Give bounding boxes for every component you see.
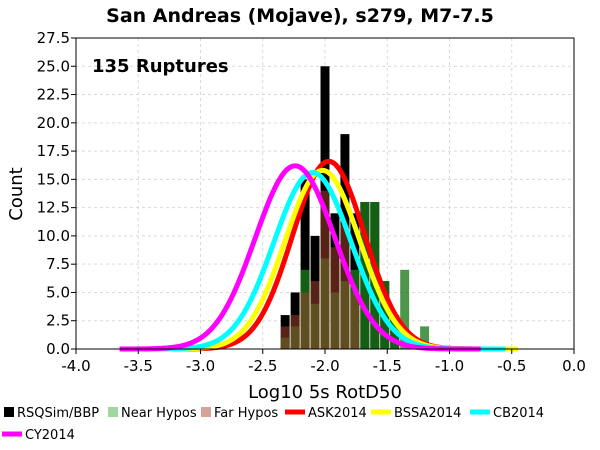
curve-cy2014 — [119, 163, 481, 352]
y-tick-label: 27.5 — [37, 29, 70, 47]
x-tick-label: -2.0 — [310, 357, 339, 375]
y-tick-label: 5.0 — [46, 283, 70, 301]
x-tick-label: -4.0 — [61, 357, 90, 375]
legend-item-bssa2014: BSSA2014 — [371, 406, 461, 421]
y-tick-label: 7.5 — [46, 255, 70, 273]
y-tick-label: 0.0 — [46, 340, 70, 358]
axis-layer: 0.0 2.5 5.0 7.5 10.0 12.5 15.0 17.5 20.0 22.5 25.0… — [37, 29, 586, 375]
histogram-bar — [330, 247, 340, 349]
x-tick-label: -1.0 — [435, 357, 464, 375]
y-tick-label: 17.5 — [37, 142, 70, 160]
x-tick-label: -0.5 — [497, 357, 526, 375]
histogram-bar — [310, 281, 320, 349]
y-tick-label: 15.0 — [37, 170, 70, 188]
x-tick-label: -2.5 — [248, 357, 277, 375]
x-tick-label: -3.5 — [124, 357, 153, 375]
y-tick-label: 22.5 — [37, 86, 70, 104]
y-tick-label: 2.5 — [46, 312, 70, 330]
x-tick-label: -1.5 — [373, 357, 402, 375]
histogram-bar — [280, 326, 290, 349]
histogram-bar — [350, 292, 360, 349]
y-tick-label: 20.0 — [37, 114, 70, 132]
histogram-bar — [290, 315, 300, 349]
legend-label: BSSA2014 — [394, 406, 461, 421]
y-axis-label: Count — [6, 167, 27, 220]
legend-item-cb2014: CB2014 — [470, 406, 544, 421]
legend-item-far-hypos: Far Hypos — [201, 406, 278, 421]
legend-swatch — [201, 407, 211, 417]
legend-item-near-hypos: Near Hypos — [108, 406, 197, 421]
legend-swatch — [4, 407, 14, 417]
legend: RSQSim/BBP Near Hypos Far Hypos ASK2014 BSSA… — [2, 406, 544, 443]
y-tick-label: 12.5 — [37, 199, 70, 217]
series-far-hypos — [280, 190, 360, 349]
legend-label: ASK2014 — [308, 406, 367, 421]
legend-item-cy2014: CY2014 — [2, 428, 75, 443]
y-tick-label: 10.0 — [37, 227, 70, 245]
legend-label: Near Hypos — [121, 406, 197, 421]
histogram-bar — [300, 292, 310, 349]
legend-label: CY2014 — [25, 428, 75, 443]
legend-label: RSQSim/BBP — [17, 406, 99, 421]
legend-label: CB2014 — [493, 406, 544, 421]
legend-item-rsqsim-bbp: RSQSim/BBP — [4, 406, 99, 421]
legend-item-ask2014: ASK2014 — [285, 406, 367, 421]
y-tick-label: 25.0 — [37, 57, 70, 75]
histogram-bar — [300, 179, 310, 349]
x-tick-label: 0.0 — [562, 357, 586, 375]
chart-title: San Andreas (Mojave), s279, M7-7.5 — [106, 5, 494, 27]
x-tick-label: -3.0 — [186, 357, 215, 375]
rupture-count-annotation: 135 Ruptures — [92, 56, 229, 77]
histogram-bar — [320, 190, 330, 349]
histogram-bar — [420, 326, 430, 349]
histogram-bar — [340, 224, 350, 349]
legend-label: Far Hypos — [214, 406, 278, 421]
histogram-bar — [400, 269, 410, 349]
legend-swatch — [108, 407, 118, 417]
x-axis-label: Log10 5s RotD50 — [248, 382, 402, 403]
